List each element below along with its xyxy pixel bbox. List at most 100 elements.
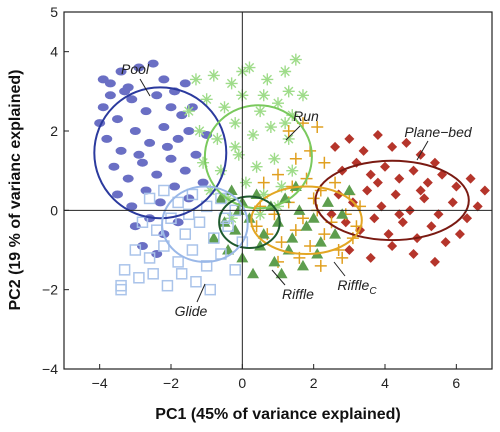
data-point-glide (143, 252, 156, 264)
data-point-riffle (222, 244, 235, 255)
data-point-pool (122, 174, 134, 183)
data-point-glide (179, 228, 192, 240)
data-point-run (296, 89, 309, 102)
plot-frame (63, 11, 493, 370)
data-point-plane-bed (433, 209, 444, 220)
data-point-riffle-c (289, 152, 302, 165)
y-tick-label: 4 (50, 44, 58, 60)
data-point-pool (115, 146, 127, 155)
data-point-pool (176, 111, 188, 120)
data-point-plane-bed (462, 213, 473, 224)
data-point-riffle (268, 255, 281, 267)
ellipse-pool (93, 86, 228, 220)
data-point-plane-bed (415, 149, 426, 160)
data-point-riffle (293, 204, 306, 215)
ellipse-riffle-c (250, 185, 363, 255)
data-point-plane-bed (429, 157, 440, 168)
data-point-riffle (296, 259, 309, 271)
data-point-run (286, 164, 299, 177)
ellipse-glide (161, 185, 249, 263)
data-point-run (207, 69, 220, 82)
data-point-run (247, 128, 260, 141)
data-point-pool (136, 158, 148, 167)
data-point-pool (183, 127, 195, 135)
x-tick-label: 2 (310, 375, 318, 391)
data-point-run (257, 188, 270, 201)
data-point-plane-bed (369, 213, 380, 224)
data-point-run (275, 180, 288, 193)
data-point-glide (115, 279, 127, 292)
data-point-plane-bed (447, 197, 458, 208)
data-point-riffle (336, 208, 349, 219)
data-point-pool (129, 222, 141, 231)
data-point-pool (172, 218, 184, 227)
data-point-glide (204, 283, 216, 296)
data-point-plane-bed (419, 193, 430, 204)
data-point-pool (158, 123, 170, 132)
data-point-run (232, 148, 245, 161)
data-point-riffle (232, 204, 245, 215)
data-point-riffle (343, 184, 356, 195)
data-point-riffle (225, 184, 238, 195)
data-point-run (282, 85, 295, 98)
data-point-pool (154, 198, 166, 207)
data-point-plane-bed (394, 209, 405, 220)
data-point-glide (186, 244, 199, 256)
data-point-run (272, 200, 284, 213)
data-point-run (193, 125, 206, 137)
data-point-riffle-c (318, 156, 331, 169)
data-point-plane-bed (408, 165, 419, 176)
data-point-pool (112, 115, 123, 124)
data-point-pool (179, 166, 191, 175)
data-point-pool (133, 150, 145, 159)
data-point-glide (222, 220, 234, 232)
data-point-plane-bed (397, 217, 408, 228)
data-point-riffle-c (318, 228, 331, 241)
data-point-pool (165, 154, 177, 163)
data-point-pool (172, 134, 184, 143)
data-point-pool (158, 75, 170, 84)
reference-lines (64, 12, 492, 369)
y-tick-label: −4 (42, 361, 58, 377)
data-point-run (218, 101, 231, 114)
x-tick-label: 4 (381, 375, 389, 391)
data-point-pool (108, 162, 120, 171)
data-point-pool (140, 186, 152, 195)
data-point-riffle (214, 192, 227, 203)
data-point-pool (165, 103, 177, 112)
cluster-label-subscript: C (369, 286, 377, 297)
data-point-run (289, 53, 302, 66)
data-point-plane-bed (408, 248, 419, 259)
data-point-glide (200, 260, 213, 272)
cluster-label-pool: Pool (121, 61, 150, 77)
data-point-plane-bed (479, 185, 490, 196)
data-point-riffle-c (307, 192, 320, 205)
data-point-run (243, 61, 256, 74)
data-point-glide (200, 200, 213, 213)
data-point-glide (208, 232, 220, 244)
series-plane-bed (326, 129, 490, 267)
data-point-run (254, 105, 267, 118)
data-point-plane-bed (326, 209, 337, 220)
data-point-riffle (275, 267, 288, 279)
leader-line-riffle-c (333, 261, 346, 277)
data-point-glide (229, 264, 241, 276)
data-point-plane-bed (454, 229, 465, 240)
data-point-riffle-c (289, 224, 302, 237)
data-point-plane-bed (365, 169, 376, 180)
data-point-run (254, 208, 267, 221)
leader-line-pool (139, 78, 151, 97)
cluster-label-glide: Glide (175, 303, 208, 319)
data-point-run (279, 117, 292, 130)
data-point-plane-bed (440, 237, 451, 248)
data-point-plane-bed (383, 229, 394, 240)
data-point-plane-bed (380, 161, 390, 172)
ellipse-plane-bed (314, 159, 470, 242)
data-point-glide (186, 188, 199, 201)
data-point-plane-bed (330, 141, 341, 152)
y-tick-label: −2 (42, 282, 58, 298)
data-point-run (286, 109, 299, 122)
data-point-run (279, 65, 292, 78)
data-point-run (225, 212, 238, 225)
data-point-pool (133, 63, 145, 72)
